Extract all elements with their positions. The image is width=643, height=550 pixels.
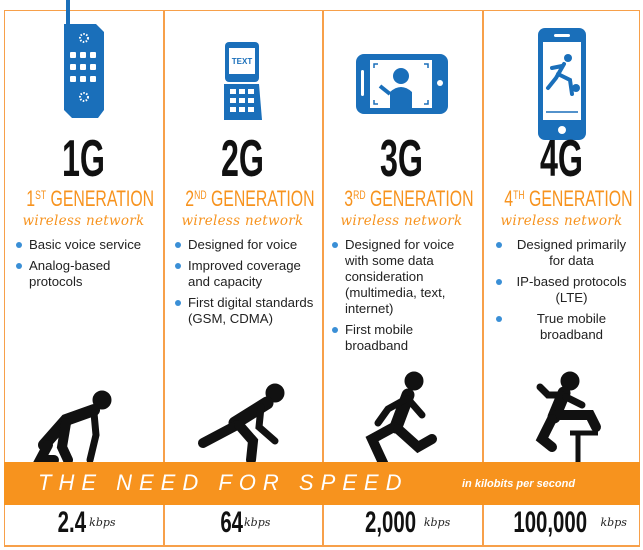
feature-item: True mobile broadband [494, 311, 634, 343]
generation-column-1g: 1G 1ST GENERATION wireless network Basic… [4, 0, 163, 465]
feature-list: Designed primarily for data IP-based pro… [494, 237, 634, 348]
feature-list: Basic voice service Analog-based protoco… [14, 237, 159, 295]
feature-list: Designed for voice Improved coverage and… [173, 237, 318, 332]
speed-4g: 100,000 kbps [482, 508, 641, 538]
generation-label: 4G [539, 130, 584, 188]
feature-item: Designed primarily for data [494, 237, 634, 269]
speed-unit: kbps [243, 516, 271, 529]
smartphone-video-call-icon [322, 52, 481, 121]
brick-phone-icon [4, 0, 163, 125]
smartphone-video-sports-icon [482, 28, 641, 145]
runner-starting-icon [163, 365, 322, 470]
speed-band [4, 462, 640, 505]
generation-subtitle: wireless network [340, 213, 463, 229]
feature-item: Designed for voice with some data consid… [330, 237, 478, 317]
feature-item: First mobile broadband [330, 322, 478, 354]
screen-text: TEXT [231, 57, 252, 66]
speed-value: 64 [219, 506, 243, 539]
generation-label: 2G [220, 130, 265, 188]
feature-item: Improved coverage and capacity [173, 258, 318, 290]
speed-unit: kbps [423, 516, 451, 529]
speed-unit: kbps [89, 516, 116, 529]
generation-title: 1ST GENERATION [26, 186, 155, 211]
feature-item: Analog-based protocols [14, 258, 159, 290]
column-divider [163, 10, 165, 546]
feature-list: Designed for voice with some data consid… [330, 237, 478, 359]
speed-1g: 2.4 kbps [4, 508, 163, 538]
generation-subtitle: wireless network [22, 213, 145, 229]
generation-label: 3G [379, 130, 424, 188]
speed-value: 2,000 [364, 506, 416, 539]
feature-item: First digital standards (GSM, CDMA) [173, 295, 318, 327]
feature-item: Basic voice service [14, 237, 159, 253]
generation-column-3g: 3G 3RD GENERATION wireless network Desig… [322, 10, 481, 470]
speed-3g: 2,000 kbps [322, 508, 481, 538]
generation-column-4g: 4G 4TH GENERATION wireless network Desig… [482, 10, 641, 474]
generation-title: 2ND GENERATION [185, 186, 315, 211]
generation-subtitle: wireless network [181, 213, 304, 229]
runner-hurdling-icon [482, 365, 641, 480]
generation-subtitle: wireless network [500, 213, 623, 229]
runner-crouching-start-icon [4, 365, 163, 470]
generation-title: 4TH GENERATION [504, 186, 633, 211]
speed-value: 2.4 [58, 506, 87, 539]
runner-sprinting-icon [322, 365, 481, 480]
column-divider [322, 10, 324, 546]
generation-title: 3RD GENERATION [344, 186, 474, 211]
column-divider [482, 10, 484, 546]
band-unit-note: in kilobits per second [462, 478, 576, 490]
generation-label: 1G [61, 130, 106, 188]
generation-column-2g: TEXT 2G 2ND GENERATION wireless network … [163, 10, 322, 465]
bottom-border [4, 545, 640, 547]
speed-unit: kbps [600, 516, 627, 529]
band-title: THE NEED FOR SPEED [38, 470, 409, 495]
feature-item: Designed for voice [173, 237, 318, 253]
speed-value: 100,000 [513, 506, 588, 539]
flip-phone-text-icon: TEXT [163, 42, 322, 127]
feature-item: IP-based protocols (LTE) [494, 274, 634, 306]
speed-2g: 64kbps [163, 508, 322, 538]
